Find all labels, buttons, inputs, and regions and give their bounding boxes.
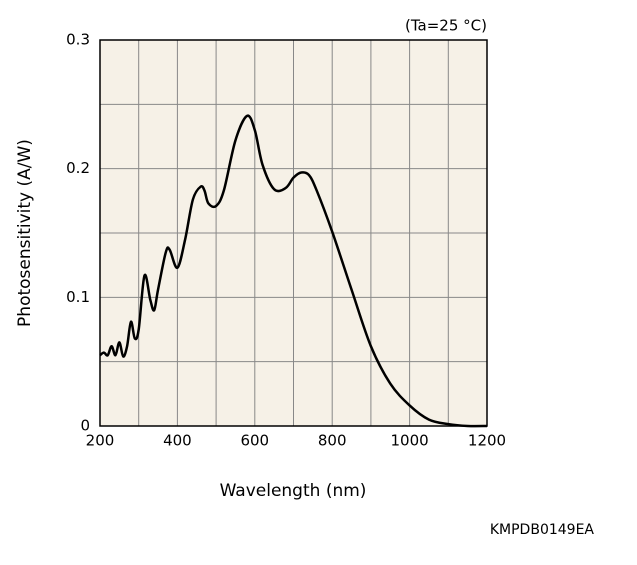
condition-note: (Ta=25 °C)	[405, 17, 487, 35]
y-axis-title: Photosensitivity (A/W)	[15, 139, 35, 327]
y-tick-label: 0.3	[66, 31, 90, 49]
x-tick-label: 600	[240, 432, 269, 450]
x-tick-label: 200	[86, 432, 115, 450]
figure-code: KMPDB0149EA	[490, 522, 595, 538]
plot-frame	[99, 39, 488, 427]
sensitivity-curve	[99, 114, 488, 428]
x-tick-label: 400	[163, 432, 192, 450]
x-tick-label: 800	[318, 432, 347, 450]
y-tick-label: 0.2	[66, 159, 90, 177]
x-axis-title: Wavelength (nm)	[220, 481, 367, 501]
y-tick-label: 0.1	[66, 288, 90, 306]
x-tick-label: 1000	[391, 432, 429, 450]
y-tick-label: 0	[80, 417, 90, 435]
x-tick-label: 1200	[468, 432, 506, 450]
